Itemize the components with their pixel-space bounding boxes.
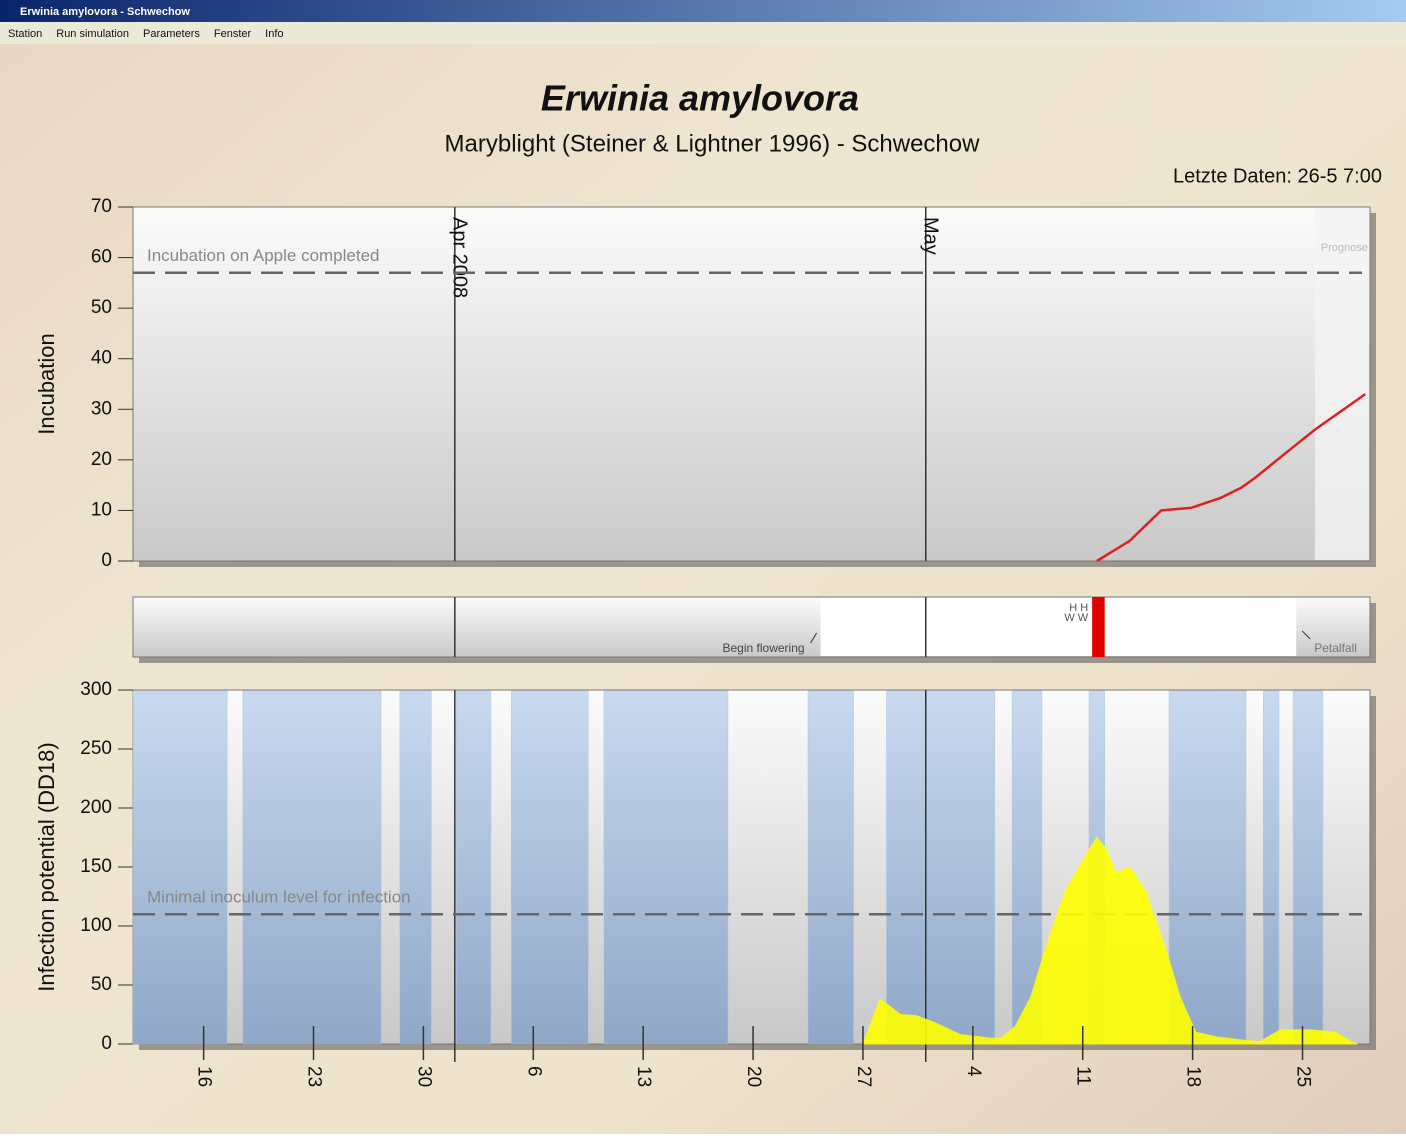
menu-item[interactable]: Parameters [143, 28, 200, 40]
flowering-tick [810, 632, 817, 644]
month-label: Apr 2008 [449, 217, 471, 298]
wet-period [399, 690, 432, 1045]
y-tick-label: 60 [91, 247, 112, 268]
y-tick-label: 200 [80, 797, 112, 818]
flowering-label: Begin flowering [723, 641, 805, 655]
x-tick-label: 11 [1073, 1066, 1094, 1086]
x-tick-label: 25 [1292, 1066, 1313, 1087]
y-tick-label: 150 [80, 856, 112, 877]
y-tick-label: 10 [91, 499, 112, 520]
menu-item[interactable]: Fenster [214, 28, 252, 40]
petalfall-tick [1301, 630, 1311, 640]
incubation-line [1096, 393, 1367, 563]
prognosis-region [1315, 208, 1369, 560]
y-tick-label: 50 [91, 974, 112, 995]
menu-bar [0, 22, 1406, 44]
y-tick-label: 100 [80, 915, 112, 936]
threshold-label: Minimal inoculum level for infection [147, 888, 411, 907]
x-tick-label: 20 [743, 1066, 764, 1087]
x-tick-label: 6 [523, 1066, 544, 1077]
chart-subtitle: Maryblight (Steiner & Lightner 1996) - S… [445, 130, 981, 157]
window-title: Erwinia amylovora - Schwechow [20, 6, 190, 18]
y-tick-label: 20 [91, 449, 112, 470]
wet-period [1168, 690, 1247, 1045]
wet-period [807, 690, 854, 1045]
x-tick-label: 13 [633, 1066, 654, 1087]
x-tick-label: 27 [853, 1066, 874, 1087]
y-tick-label: 50 [91, 297, 112, 318]
y-tick-label: 40 [91, 348, 112, 369]
wet-period [511, 690, 589, 1045]
y-tick-label: 30 [91, 398, 112, 419]
x-tick-label: 4 [963, 1066, 984, 1077]
last-data: Letzte Daten: 26-5 7:00 [1173, 165, 1382, 187]
petalfall-label: Petalfall [1314, 641, 1357, 655]
x-tick-label: 30 [413, 1066, 434, 1087]
x-tick-label: 16 [194, 1066, 215, 1087]
event-code: H H [1069, 602, 1088, 614]
y-tick-label: 0 [101, 1033, 112, 1054]
event-marker [1092, 597, 1105, 657]
x-tick-label: 23 [304, 1066, 325, 1087]
y-tick-label: 300 [80, 679, 112, 700]
threshold-label: Incubation on Apple completed [147, 246, 380, 265]
y-tick-label: 70 [91, 196, 112, 217]
y-tick-label: 250 [80, 738, 112, 759]
y-axis-label: Incubation [34, 333, 59, 435]
menu-item[interactable]: Station [8, 28, 42, 40]
wet-period [1292, 690, 1324, 1045]
plot-area [132, 206, 1371, 562]
title-bar [0, 0, 1406, 22]
x-tick-label: 18 [1183, 1066, 1204, 1087]
y-axis-label: Infection potential (DD18) [34, 742, 59, 991]
month-label: May [919, 217, 941, 255]
menu-item[interactable]: Run simulation [56, 28, 129, 40]
wet-period [603, 690, 729, 1045]
y-tick-label: 0 [101, 550, 112, 571]
infection-area [862, 836, 1358, 1045]
wet-period [456, 690, 492, 1045]
event-code: W W [1064, 612, 1088, 624]
wet-period [886, 690, 996, 1045]
wet-period [1263, 690, 1280, 1045]
wet-period [132, 690, 228, 1045]
chart-title: Erwinia amylovora [541, 78, 859, 119]
prognosis-label: Prognose [1321, 242, 1368, 254]
menu-item[interactable]: Info [265, 28, 283, 40]
flowering-period [820, 598, 1297, 656]
wet-period [242, 690, 382, 1045]
